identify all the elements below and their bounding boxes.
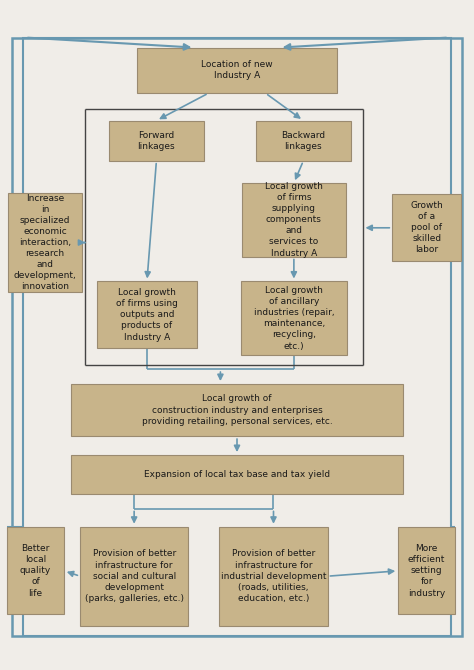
Text: Expansion of local tax base and tax yield: Expansion of local tax base and tax yiel… [144, 470, 330, 479]
FancyBboxPatch shape [109, 121, 204, 161]
Text: Forward
linkages: Forward linkages [137, 131, 175, 151]
Text: Provision of better
infrastructure for
social and cultural
development
(parks, g: Provision of better infrastructure for s… [85, 549, 183, 603]
FancyBboxPatch shape [71, 455, 403, 494]
FancyBboxPatch shape [398, 527, 455, 614]
FancyBboxPatch shape [8, 193, 82, 292]
FancyBboxPatch shape [392, 194, 461, 261]
FancyBboxPatch shape [240, 281, 347, 355]
Text: Backward
linkages: Backward linkages [281, 131, 326, 151]
Text: Local growth
of firms
supplying
components
and
services to
Industry A: Local growth of firms supplying componen… [265, 182, 323, 257]
Text: Increase
in
specialized
economic
interaction,
research
and
development,
innovati: Increase in specialized economic interac… [14, 194, 76, 291]
FancyBboxPatch shape [256, 121, 351, 161]
FancyBboxPatch shape [80, 527, 188, 626]
Text: More
efficient
setting
for
industry: More efficient setting for industry [408, 544, 445, 598]
FancyBboxPatch shape [242, 183, 346, 257]
Text: Local growth
of ancillary
industries (repair,
maintenance,
recycling,
etc.): Local growth of ancillary industries (re… [254, 286, 334, 350]
Text: Growth
of a
pool of
skilled
labor: Growth of a pool of skilled labor [410, 201, 443, 255]
FancyBboxPatch shape [97, 281, 197, 348]
FancyBboxPatch shape [7, 527, 64, 614]
FancyBboxPatch shape [219, 527, 328, 626]
Text: Local growth of
construction industry and enterprises
providing retailing, perso: Local growth of construction industry an… [142, 395, 332, 425]
FancyBboxPatch shape [71, 384, 403, 436]
Text: Better
local
quality
of
life: Better local quality of life [20, 544, 51, 598]
Text: Provision of better
infrastructure for
industrial development
(roads, utilities,: Provision of better infrastructure for i… [221, 549, 326, 603]
FancyBboxPatch shape [137, 48, 337, 93]
Text: Local growth
of firms using
outputs and
products of
Industry A: Local growth of firms using outputs and … [116, 288, 178, 342]
Text: Location of new
Industry A: Location of new Industry A [201, 60, 273, 80]
